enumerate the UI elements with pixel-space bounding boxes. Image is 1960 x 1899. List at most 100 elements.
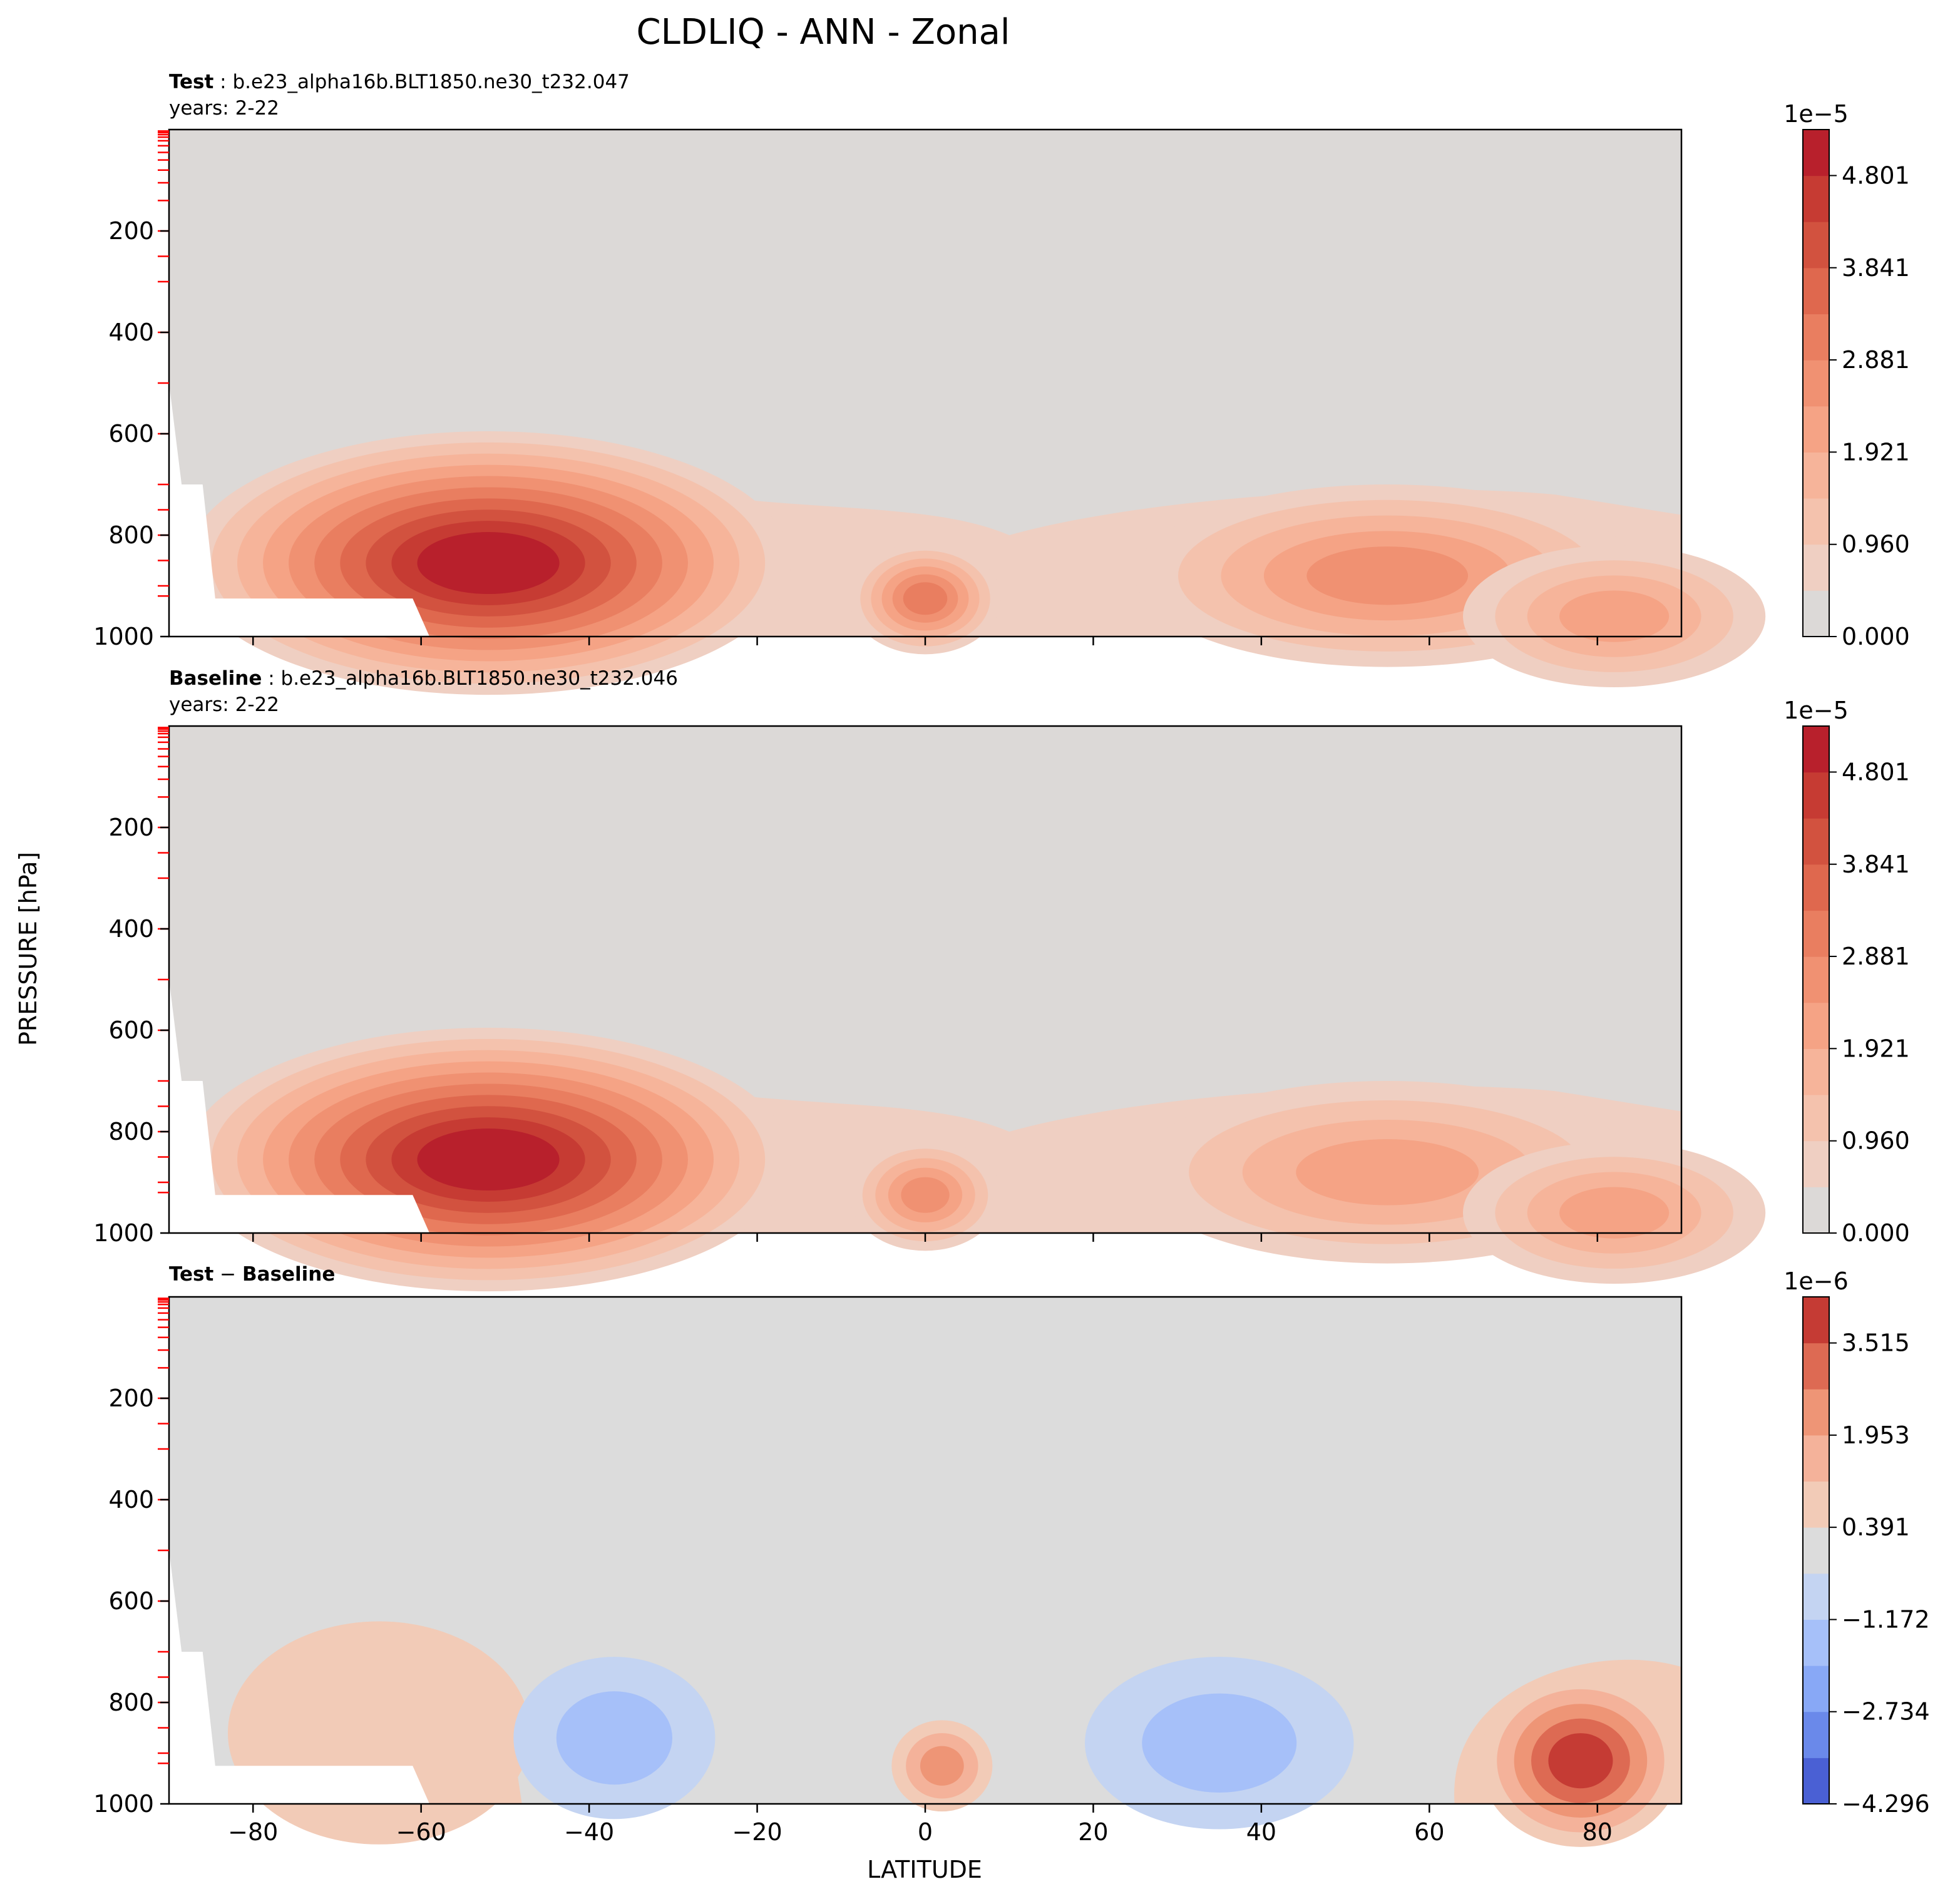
x-tick-label: 40: [1246, 1818, 1276, 1846]
contour-nh-midlat-peak-level-5: [1306, 546, 1469, 605]
panel-title-case: : b.e23_alpha16b.BLT1850.ne30_t232.046: [262, 667, 678, 690]
colorbar-segment: [1803, 818, 1829, 865]
panel-title-baseline: Baseline: [242, 1263, 335, 1286]
y-tick-label: 400: [108, 1486, 154, 1513]
colorbar-segment: [1803, 1758, 1829, 1804]
colorbar-tick-label: 0.960: [1842, 1127, 1910, 1155]
colorbar-segment: [1803, 544, 1829, 591]
colorbar-exponent: 1e−6: [1783, 1267, 1849, 1295]
y-tick-label: 1000: [93, 1790, 154, 1818]
colorbar-segment: [1803, 175, 1829, 222]
colorbar-segment: [1803, 772, 1829, 819]
colorbar-tick-label: −4.296: [1842, 1790, 1930, 1818]
colorbar-segment: [1803, 864, 1829, 911]
colorbar-tick-label: −2.734: [1842, 1698, 1930, 1726]
colorbar: −4.296 −2.734 −1.172 0.391 1.953 3.515 1e−6: [1783, 1267, 1929, 1818]
colorbar-segment: [1803, 1711, 1829, 1758]
y-tick-label: 200: [108, 814, 154, 841]
colorbar-segment: [1803, 498, 1829, 545]
colorbar-segment: [1803, 1666, 1829, 1712]
contour-nh-midlat-negative-level-3: [1142, 1693, 1297, 1793]
x-tick-label: 60: [1414, 1818, 1444, 1846]
colorbar-segment: [1803, 1435, 1829, 1482]
x-axis-label: LATITUDE: [867, 1856, 982, 1883]
contour-sh-midlat-positive-level-6: [227, 1621, 531, 1845]
contour-equator-positive-level-8: [920, 1746, 964, 1786]
y-tick-label: 1000: [93, 1219, 154, 1247]
topography-mask: [169, 383, 430, 637]
colorbar-segment: [1803, 314, 1829, 361]
panel-title-minus: −: [213, 1263, 242, 1286]
contour-arctic-positive-level-10: [1548, 1733, 1613, 1789]
colorbar-segment: [1803, 1527, 1829, 1574]
panel-title: Test − Baseline: [169, 1263, 335, 1286]
contour-southern-ocean-max-level-10: [417, 532, 560, 595]
panel-baseline: 200 400 600 800 1000 Baseline : b.e23_alpha16…: [93, 667, 1910, 1292]
colorbar-segment: [1803, 360, 1829, 407]
colorbar-segment: [1803, 1481, 1829, 1528]
colorbar-tick-label: 4.801: [1842, 161, 1910, 189]
y-tick-label: 200: [108, 1385, 154, 1412]
contour-sh-subtropic-negative-level-3: [556, 1691, 672, 1785]
colorbar-tick-label: 2.881: [1842, 346, 1910, 374]
contour-arctic-peak-level-4: [1559, 590, 1670, 642]
x-tick-label: 20: [1078, 1818, 1108, 1846]
colorbar-tick-label: 3.841: [1842, 851, 1910, 878]
colorbar: 0.000 0.960 1.921 2.881 3.841 4.801 1e−5: [1783, 100, 1910, 650]
colorbar-segment: [1803, 130, 1829, 177]
colorbar-tick-label: 1.953: [1842, 1421, 1910, 1449]
colorbar-tick-label: 4.801: [1842, 758, 1910, 786]
contour-nh-midlat-peak-level-4: [1296, 1139, 1479, 1205]
contour-southern-ocean-max-level-10: [417, 1129, 560, 1191]
colorbar-segment: [1803, 1095, 1829, 1142]
colorbar-segment: [1803, 1002, 1829, 1049]
y-tick-label: 600: [108, 420, 154, 448]
colorbar-segment: [1803, 1187, 1829, 1234]
colorbar-tick-label: 1.921: [1842, 438, 1910, 466]
colorbar-tick-label: 0.960: [1842, 531, 1910, 558]
colorbar-segment: [1803, 956, 1829, 1003]
colorbar-segment: [1803, 267, 1829, 315]
colorbar-tick-label: 0.391: [1842, 1513, 1910, 1541]
topography-mask: [169, 1550, 430, 1804]
y-tick-label: 600: [108, 1587, 154, 1615]
contour-equatorial-peak-level-6: [903, 582, 948, 615]
colorbar-segment: [1803, 1389, 1829, 1436]
y-tick-label: 600: [108, 1016, 154, 1044]
colorbar-exponent: 1e−5: [1783, 697, 1849, 724]
colorbar-segment: [1803, 726, 1829, 773]
y-tick-label: 800: [108, 1689, 154, 1716]
colorbar-segment: [1803, 590, 1829, 637]
colorbar-tick-label: 2.881: [1842, 943, 1910, 970]
colorbar-segment: [1803, 910, 1829, 957]
colorbar-segment: [1803, 222, 1829, 269]
contour-equatorial-peak-level-5: [901, 1177, 950, 1213]
x-tick-label: −80: [228, 1818, 278, 1846]
colorbar-segment: [1803, 1619, 1829, 1666]
panel-subtitle: years: 2-22: [169, 694, 279, 716]
colorbar-segment: [1803, 1048, 1829, 1095]
colorbar-segment: [1803, 1343, 1829, 1390]
y-tick-label: 800: [108, 521, 154, 549]
colorbar: 0.000 0.960 1.921 2.881 3.841 4.801 1e−5: [1783, 697, 1910, 1247]
x-tick-label: −60: [396, 1818, 446, 1846]
colorbar-frame: [1802, 725, 1830, 1234]
x-tick-label: 80: [1583, 1818, 1613, 1846]
y-tick-label: 1000: [93, 623, 154, 650]
colorbar-segment: [1803, 406, 1829, 453]
panel-title-bold: Test: [169, 71, 214, 93]
y-tick-label: 400: [108, 915, 154, 943]
colorbar-frame: [1802, 1296, 1830, 1804]
colorbar-tick-label: 0.000: [1842, 1219, 1910, 1247]
topography-mask: [169, 980, 430, 1233]
panel-title: Test : b.e23_alpha16b.BLT1850.ne30_t232.…: [169, 71, 630, 93]
x-tick-label: −20: [732, 1818, 782, 1846]
panel-difference: 200 400 600 800 1000 −80 −60 −40 −20 0 20 40 60 80 Tes…: [93, 1263, 1930, 1847]
y-axis-label: PRESSURE [hPa]: [14, 852, 42, 1046]
panel-title-case: : b.e23_alpha16b.BLT1850.ne30_t232.047: [213, 71, 630, 93]
figure-title: CLDLIQ - ANN - Zonal: [637, 12, 1010, 53]
colorbar-segment: [1803, 1140, 1829, 1187]
y-tick-label: 200: [108, 217, 154, 245]
colorbar-frame: [1802, 129, 1830, 637]
